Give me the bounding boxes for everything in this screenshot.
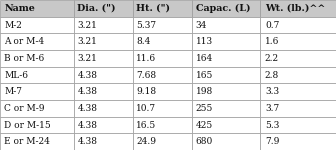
Bar — [0, 133, 74, 150]
Bar — [74, 17, 133, 33]
Bar — [74, 83, 133, 100]
Text: 164: 164 — [196, 54, 213, 63]
Text: Name: Name — [4, 4, 35, 13]
Bar — [260, 117, 336, 133]
Text: 425: 425 — [196, 120, 213, 129]
Bar — [133, 17, 192, 33]
Text: 198: 198 — [196, 87, 213, 96]
Text: Ht. ("): Ht. (") — [136, 4, 170, 13]
Bar — [260, 0, 336, 17]
Text: 113: 113 — [196, 37, 213, 46]
Text: 4.38: 4.38 — [77, 104, 97, 113]
Bar — [260, 33, 336, 50]
Text: C or M-9: C or M-9 — [4, 104, 45, 113]
Text: M-7: M-7 — [4, 87, 23, 96]
Bar — [74, 0, 133, 17]
Bar — [260, 133, 336, 150]
Bar — [260, 83, 336, 100]
Text: 7.9: 7.9 — [265, 137, 279, 146]
Bar — [192, 50, 260, 67]
Text: Wt. (lb.)^^: Wt. (lb.)^^ — [265, 4, 325, 13]
Text: 3.21: 3.21 — [77, 37, 97, 46]
Bar — [260, 50, 336, 67]
Bar — [74, 33, 133, 50]
Text: 3.7: 3.7 — [265, 104, 279, 113]
Bar — [133, 133, 192, 150]
Text: 3.21: 3.21 — [77, 54, 97, 63]
Text: A or M-4: A or M-4 — [4, 37, 45, 46]
Bar — [260, 67, 336, 83]
Bar — [0, 117, 74, 133]
Text: E or M-24: E or M-24 — [4, 137, 50, 146]
Bar — [133, 0, 192, 17]
Bar — [0, 17, 74, 33]
Bar — [0, 33, 74, 50]
Text: 5.37: 5.37 — [136, 21, 156, 30]
Bar — [133, 50, 192, 67]
Bar — [74, 100, 133, 117]
Text: 5.3: 5.3 — [265, 120, 279, 129]
Bar — [192, 133, 260, 150]
Text: 2.8: 2.8 — [265, 70, 279, 80]
Bar — [0, 83, 74, 100]
Text: M-2: M-2 — [4, 21, 22, 30]
Text: 8.4: 8.4 — [136, 37, 151, 46]
Bar — [0, 100, 74, 117]
Bar — [74, 50, 133, 67]
Bar — [192, 83, 260, 100]
Text: 4.38: 4.38 — [77, 120, 97, 129]
Bar — [192, 100, 260, 117]
Bar — [74, 133, 133, 150]
Text: Capac. (L): Capac. (L) — [196, 4, 250, 13]
Text: 9.18: 9.18 — [136, 87, 156, 96]
Text: 24.9: 24.9 — [136, 137, 156, 146]
Text: 1.6: 1.6 — [265, 37, 279, 46]
Text: 4.38: 4.38 — [77, 137, 97, 146]
Bar — [0, 67, 74, 83]
Bar — [74, 67, 133, 83]
Bar — [133, 83, 192, 100]
Text: 680: 680 — [196, 137, 213, 146]
Bar — [133, 117, 192, 133]
Text: 4.38: 4.38 — [77, 87, 97, 96]
Bar — [260, 17, 336, 33]
Bar — [192, 0, 260, 17]
Bar — [0, 50, 74, 67]
Text: 34: 34 — [196, 21, 207, 30]
Text: 4.38: 4.38 — [77, 70, 97, 80]
Bar — [260, 100, 336, 117]
Text: Dia. ("): Dia. (") — [77, 4, 116, 13]
Bar — [74, 117, 133, 133]
Text: 2.2: 2.2 — [265, 54, 279, 63]
Text: 165: 165 — [196, 70, 213, 80]
Bar — [133, 100, 192, 117]
Bar — [192, 33, 260, 50]
Text: D or M-15: D or M-15 — [4, 120, 51, 129]
Text: 16.5: 16.5 — [136, 120, 157, 129]
Bar — [192, 117, 260, 133]
Text: 7.68: 7.68 — [136, 70, 156, 80]
Text: 10.7: 10.7 — [136, 104, 156, 113]
Text: 0.7: 0.7 — [265, 21, 279, 30]
Bar — [133, 67, 192, 83]
Text: ML-6: ML-6 — [4, 70, 29, 80]
Text: 255: 255 — [196, 104, 213, 113]
Text: 3.21: 3.21 — [77, 21, 97, 30]
Text: 11.6: 11.6 — [136, 54, 156, 63]
Bar — [0, 0, 74, 17]
Text: 3.3: 3.3 — [265, 87, 279, 96]
Text: B or M-6: B or M-6 — [4, 54, 45, 63]
Bar — [192, 17, 260, 33]
Bar — [133, 33, 192, 50]
Bar — [192, 67, 260, 83]
